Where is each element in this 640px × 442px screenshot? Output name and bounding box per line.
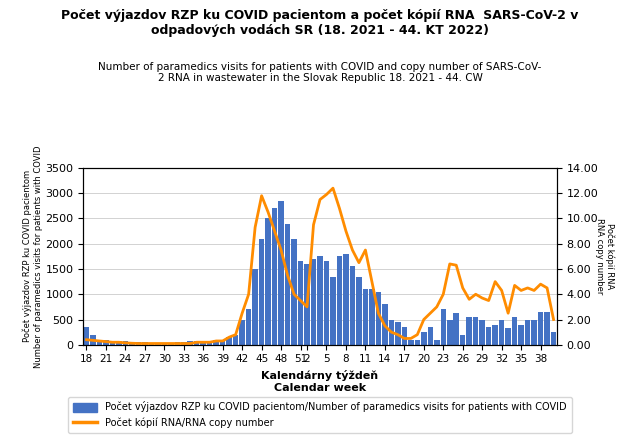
Bar xyxy=(388,320,394,345)
Bar xyxy=(155,343,161,345)
Bar xyxy=(298,261,303,345)
Bar xyxy=(266,218,271,345)
Bar xyxy=(123,341,128,345)
Bar xyxy=(363,289,368,345)
Bar xyxy=(103,340,109,345)
Bar xyxy=(161,343,167,345)
Bar xyxy=(324,261,329,345)
Y-axis label: Počet kópií RNA
RNA copy number: Počet kópií RNA RNA copy number xyxy=(595,218,615,294)
Bar xyxy=(97,340,102,345)
Bar xyxy=(220,340,225,345)
Bar xyxy=(531,320,537,345)
Bar xyxy=(428,327,433,345)
Bar xyxy=(259,239,264,345)
Bar xyxy=(239,320,245,345)
Bar xyxy=(343,254,349,345)
Bar xyxy=(369,289,374,345)
Bar xyxy=(349,267,355,345)
Bar xyxy=(272,208,277,345)
Bar xyxy=(544,312,550,345)
Bar xyxy=(291,239,297,345)
Bar xyxy=(278,201,284,345)
Y-axis label: Počet výjazdov RZP ku COVID pacientom
Number of paramedics visits for patients w: Počet výjazdov RZP ku COVID pacientom Nu… xyxy=(22,145,43,368)
Bar xyxy=(473,317,479,345)
Bar xyxy=(512,317,517,345)
Bar xyxy=(538,312,543,345)
Bar xyxy=(337,256,342,345)
X-axis label: Kalendárny týždeň
Calendar week: Kalendárny týždeň Calendar week xyxy=(261,370,379,392)
Text: Počet výjazdov RZP ku COVID pacientom a počet kópií RNA  SARS-CoV-2 v
odpadových: Počet výjazdov RZP ku COVID pacientom a … xyxy=(61,9,579,37)
Bar xyxy=(233,335,239,345)
Bar xyxy=(467,317,472,345)
Bar xyxy=(382,305,388,345)
Bar xyxy=(460,335,465,345)
Bar xyxy=(207,341,212,345)
Legend: Počet výjazdov RZP ku COVID pacientom/Number of paramedics visits for patients w: Počet výjazdov RZP ku COVID pacientom/Nu… xyxy=(68,396,572,433)
Bar xyxy=(356,277,362,345)
Bar xyxy=(408,340,413,345)
Bar xyxy=(227,337,232,345)
Bar xyxy=(499,320,504,345)
Bar xyxy=(415,340,420,345)
Bar xyxy=(506,328,511,345)
Bar xyxy=(194,341,200,345)
Bar xyxy=(214,340,219,345)
Bar xyxy=(90,335,96,345)
Bar xyxy=(84,327,89,345)
Bar xyxy=(492,324,498,345)
Bar xyxy=(421,332,427,345)
Bar xyxy=(285,224,291,345)
Bar xyxy=(551,332,556,345)
Bar xyxy=(129,342,134,345)
Bar xyxy=(109,341,115,345)
Bar xyxy=(252,269,258,345)
Bar xyxy=(486,327,492,345)
Bar xyxy=(440,309,446,345)
Bar xyxy=(116,341,122,345)
Bar xyxy=(136,342,141,345)
Bar xyxy=(401,327,407,345)
Bar xyxy=(181,342,186,345)
Bar xyxy=(525,320,531,345)
Bar xyxy=(317,256,323,345)
Bar xyxy=(168,343,173,345)
Bar xyxy=(148,343,154,345)
Bar xyxy=(434,340,440,345)
Bar xyxy=(330,277,336,345)
Bar xyxy=(454,313,459,345)
Bar xyxy=(175,342,180,345)
Bar xyxy=(376,292,381,345)
Bar xyxy=(447,320,452,345)
Bar xyxy=(188,341,193,345)
Bar xyxy=(246,309,252,345)
Bar xyxy=(142,342,148,345)
Bar xyxy=(518,324,524,345)
Bar xyxy=(200,341,206,345)
Bar xyxy=(304,264,310,345)
Bar xyxy=(311,259,316,345)
Bar xyxy=(479,320,485,345)
Bar xyxy=(395,322,401,345)
Text: Number of paramedics visits for patients with COVID and copy number of SARS-CoV-: Number of paramedics visits for patients… xyxy=(99,62,541,84)
